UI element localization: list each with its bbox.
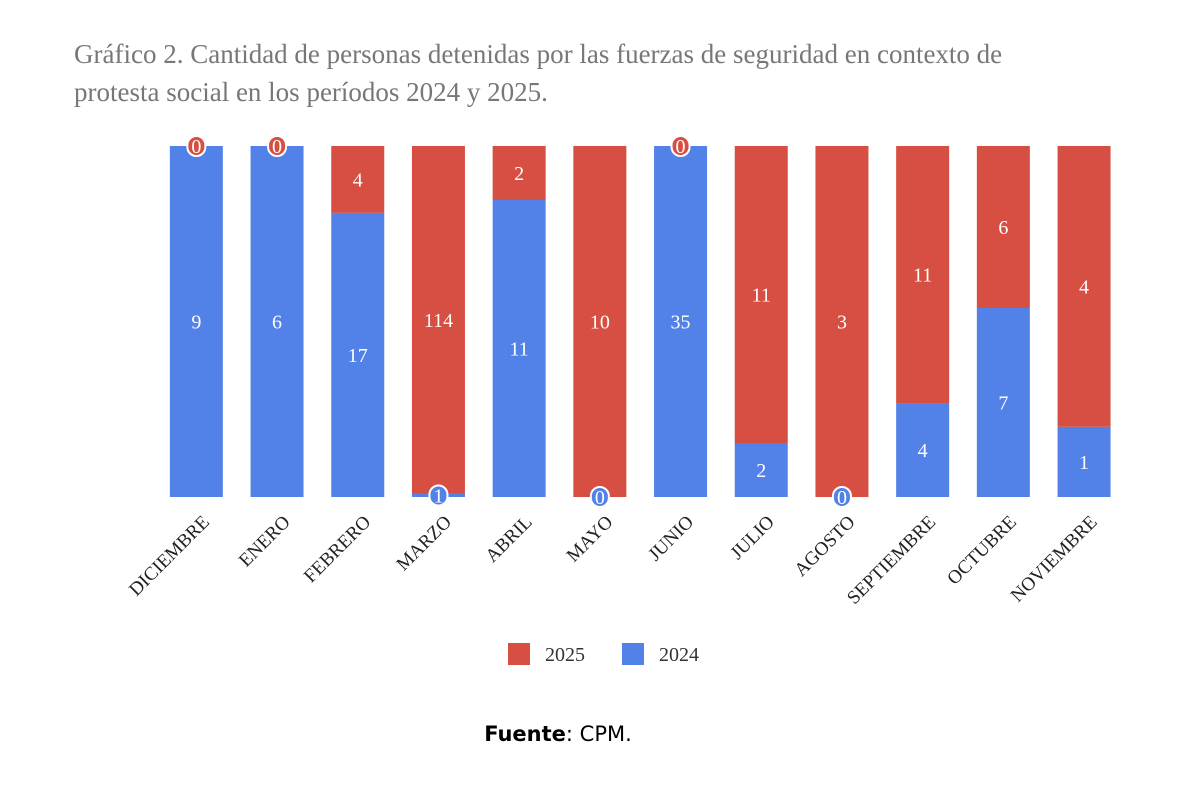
bar-segment [976, 308, 1030, 497]
legend-swatch [508, 643, 530, 665]
value-label: 3 [837, 312, 847, 334]
bar-segment [492, 146, 546, 200]
value-label: 1 [1079, 452, 1089, 474]
chart-title: protesta social en los períodos 2024 y 2… [74, 77, 548, 107]
value-label: 4 [1079, 276, 1089, 298]
value-label: 0 [676, 136, 686, 158]
x-tick-label: DICIEMBRE [125, 512, 214, 601]
value-label: 1 [433, 485, 443, 507]
value-label: 11 [510, 339, 529, 361]
legend-label: 2025 [545, 644, 585, 666]
value-label-badge [186, 135, 207, 157]
x-tick-label: JUNIO [644, 512, 698, 566]
value-label: 11 [913, 265, 932, 287]
value-label: 17 [348, 345, 368, 367]
bar-segment [250, 146, 304, 497]
x-tick-label: MARZO [393, 512, 456, 575]
bar-segment [331, 212, 385, 497]
value-label: 0 [191, 136, 201, 158]
source-note: Fuente: CPM. [484, 722, 632, 746]
bar-segment [573, 146, 627, 497]
value-label: 7 [998, 393, 1008, 415]
bar-segment [331, 146, 385, 213]
value-label: 35 [671, 312, 691, 334]
value-label: 9 [191, 312, 201, 334]
value-label: 114 [424, 310, 453, 332]
value-label: 11 [752, 285, 771, 307]
x-tick-label: JULIO [727, 512, 779, 564]
legend-label: 2024 [659, 644, 699, 666]
bar-segment [976, 146, 1030, 308]
value-label: 10 [590, 312, 610, 334]
value-label: 2 [756, 460, 766, 482]
value-label-badge [267, 135, 288, 157]
value-label-badge [589, 486, 610, 508]
value-label: 0 [272, 136, 282, 158]
bar-segment [734, 146, 788, 443]
x-tick-label: ABRIL [482, 512, 537, 567]
value-label: 4 [918, 440, 928, 462]
bar-segment [1057, 146, 1111, 427]
bar-segment [896, 403, 950, 497]
value-label-badge [428, 484, 449, 507]
value-label: 6 [272, 312, 282, 334]
bar-segment [815, 146, 869, 497]
x-tick-label: AGOSTO [790, 512, 859, 581]
bar-segment [411, 146, 465, 494]
value-label: 2 [514, 163, 524, 185]
x-tick-label: NOVIEMBRE [1007, 512, 1102, 607]
bar-segment [1057, 426, 1111, 497]
bar-segment [492, 200, 546, 497]
source-text: : CPM. [566, 722, 632, 746]
bar-segment [734, 443, 788, 497]
source-label: Fuente [484, 722, 566, 746]
x-tick-label: FEBRERO [300, 512, 375, 587]
value-label: 0 [837, 487, 847, 509]
value-label-badge [670, 135, 691, 157]
x-tick-label: OCTUBRE [943, 512, 1021, 590]
legend-swatch [622, 643, 644, 665]
bar-segment [169, 146, 223, 497]
value-label: 6 [998, 217, 1008, 239]
bar-segment [654, 146, 708, 497]
x-tick-label: MAYO [563, 512, 618, 567]
bar-segment [896, 146, 950, 404]
x-tick-label: ENERO [235, 512, 295, 572]
value-label: 0 [595, 487, 605, 509]
chart-title: Gráfico 2. Cantidad de personas detenida… [74, 39, 1002, 69]
value-label: 4 [353, 169, 363, 191]
value-label-badge [831, 486, 852, 508]
